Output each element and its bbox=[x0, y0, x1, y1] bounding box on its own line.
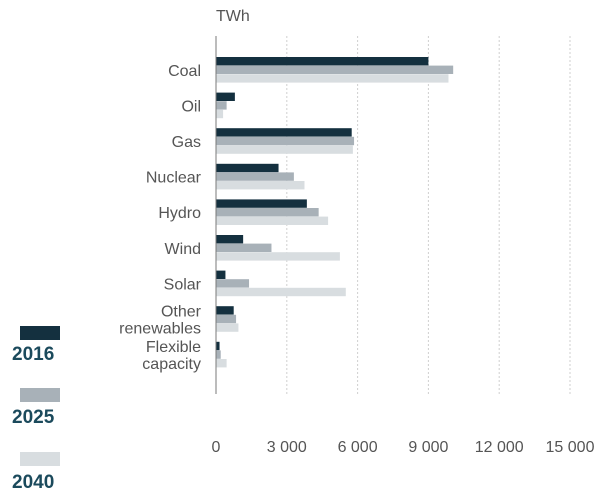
x-tick-label: 15 000 bbox=[546, 439, 595, 456]
x-tick-label: 3 000 bbox=[267, 439, 307, 456]
category-label: Coal bbox=[168, 63, 201, 80]
category-label: Oil bbox=[181, 98, 201, 115]
bars bbox=[216, 57, 454, 368]
bar-2025 bbox=[216, 243, 272, 252]
bar-2040 bbox=[216, 109, 224, 119]
bar-2025 bbox=[216, 65, 454, 74]
legend-swatch-2016 bbox=[20, 326, 60, 340]
category-label: Wind bbox=[165, 241, 201, 258]
bar-2016 bbox=[216, 57, 429, 66]
legend-swatch-2025 bbox=[20, 388, 60, 402]
bar-2040 bbox=[216, 181, 305, 190]
bar-2025 bbox=[216, 208, 319, 217]
x-tick-label: 6 000 bbox=[338, 439, 378, 456]
x-axis-ticks: 0 3 000 6 000 9 000 12 000 15 000 bbox=[212, 439, 595, 456]
bar-2016 bbox=[216, 270, 226, 279]
bar-2016 bbox=[216, 163, 279, 173]
bar-2040 bbox=[216, 74, 449, 83]
legend-label-2016: 2016 bbox=[12, 344, 55, 365]
unit-label: TWh bbox=[216, 8, 250, 25]
bar-2040 bbox=[216, 216, 329, 225]
bar-2016 bbox=[216, 199, 307, 208]
category-labels: Coal Oil Gas Nuclear Hydro Wind Solar Otherrene… bbox=[119, 63, 202, 373]
bar-2040 bbox=[216, 145, 353, 154]
bar-2040 bbox=[216, 252, 340, 261]
category-label: Gas bbox=[172, 134, 201, 151]
gridlines bbox=[215, 36, 571, 394]
category-label: renewables bbox=[119, 321, 201, 338]
bar-2016 bbox=[216, 341, 220, 351]
category-label: Flexible bbox=[146, 339, 201, 356]
bar-2016 bbox=[216, 306, 234, 315]
bar-2016 bbox=[216, 92, 235, 101]
bar-2025 bbox=[216, 136, 355, 146]
x-tick-label: 0 bbox=[212, 439, 221, 456]
bar-2025 bbox=[216, 314, 237, 324]
bar-2040 bbox=[216, 323, 239, 332]
category-label: Solar bbox=[164, 276, 202, 293]
bar-2016 bbox=[216, 128, 352, 137]
x-tick-label: 9 000 bbox=[408, 439, 448, 456]
category-label: Nuclear bbox=[146, 170, 202, 187]
bar-2016 bbox=[216, 235, 244, 244]
legend-label-2025: 2025 bbox=[12, 407, 55, 428]
legend-swatch-2040 bbox=[20, 452, 60, 466]
bar-2040 bbox=[216, 287, 346, 297]
bar-2040 bbox=[216, 359, 227, 368]
category-label: Hydro bbox=[158, 205, 201, 222]
x-tick-label: 12 000 bbox=[475, 439, 524, 456]
bar-2025 bbox=[216, 101, 227, 110]
bar-2025 bbox=[216, 350, 221, 359]
category-label: Other bbox=[161, 304, 202, 321]
category-label: capacity bbox=[142, 356, 201, 373]
bar-2025 bbox=[216, 279, 250, 288]
bar-2025 bbox=[216, 172, 294, 181]
legend-label-2040: 2040 bbox=[12, 472, 55, 493]
